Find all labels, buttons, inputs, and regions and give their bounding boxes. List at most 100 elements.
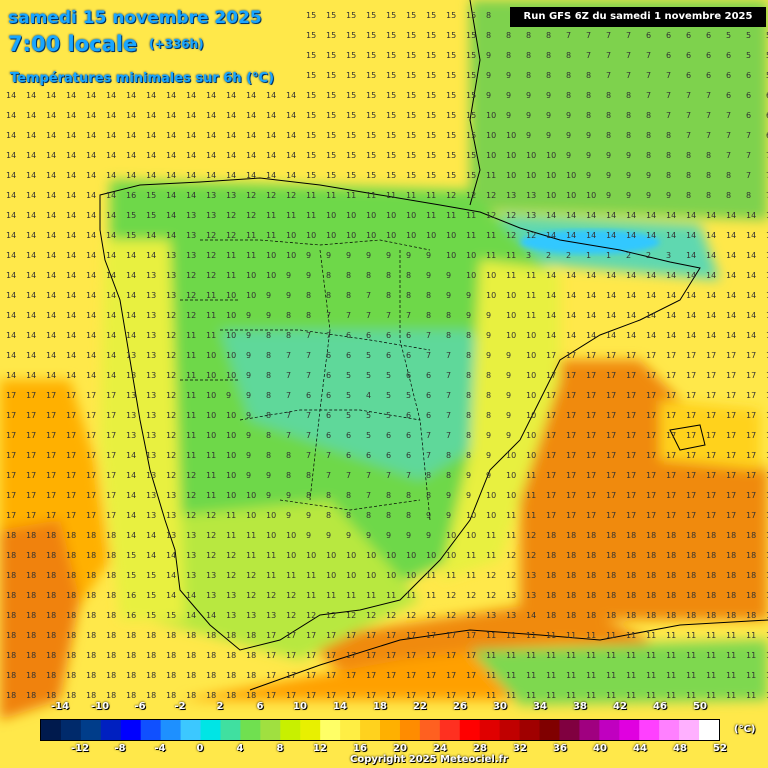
grid-value: 14 — [626, 291, 636, 300]
grid-value: 15 — [426, 131, 436, 140]
grid-value: 18 — [146, 651, 156, 660]
grid-value: 17 — [586, 431, 596, 440]
grid-value: 15 — [466, 171, 476, 180]
grid-value: 17 — [406, 631, 416, 640]
grid-value: 17 — [646, 371, 656, 380]
grid-value: 15 — [126, 551, 136, 560]
grid-value: 17 — [546, 431, 556, 440]
grid-value: 15 — [426, 151, 436, 160]
grid-value: 11 — [526, 291, 536, 300]
grid-value: 9 — [286, 271, 291, 280]
grid-value: 6 — [666, 51, 671, 60]
grid-value: 10 — [526, 351, 536, 360]
grid-value: 9 — [506, 431, 511, 440]
grid-value: 17 — [726, 351, 736, 360]
grid-value: 18 — [546, 531, 556, 540]
grid-value: 2 — [646, 251, 651, 260]
grid-value: 6 — [726, 51, 731, 60]
grid-value: 9 — [466, 491, 471, 500]
legend-tick-label: 22 — [413, 701, 427, 712]
grid-value: 10 — [306, 231, 316, 240]
grid-value: 18 — [666, 571, 676, 580]
grid-value: 13 — [126, 371, 136, 380]
grid-value: 18 — [566, 611, 576, 620]
grid-value: 14 — [206, 171, 216, 180]
grid-value: 18 — [666, 591, 676, 600]
grid-value: 11 — [266, 571, 276, 580]
grid-value: 5 — [766, 31, 768, 40]
grid-value: 14 — [126, 451, 136, 460]
grid-value: 17 — [346, 671, 356, 680]
legend-tick-label: 38 — [573, 701, 587, 712]
grid-value: 17 — [6, 511, 16, 520]
grid-value: 11 — [506, 651, 516, 660]
grid-value: 17 — [366, 671, 376, 680]
grid-value: 15 — [326, 171, 336, 180]
grid-value: 7 — [446, 391, 451, 400]
grid-value: 17 — [766, 411, 768, 420]
grid-value: 11 — [566, 671, 576, 680]
grid-value: 9 — [566, 111, 571, 120]
grid-value: 10 — [286, 531, 296, 540]
grid-value: 18 — [726, 531, 736, 540]
grid-value: 17 — [346, 651, 356, 660]
grid-value: 6 — [326, 431, 331, 440]
grid-value: 10 — [366, 551, 376, 560]
grid-value: 17 — [366, 691, 376, 700]
grid-value: 17 — [666, 371, 676, 380]
grid-value: 14 — [626, 211, 636, 220]
grid-value: 10 — [266, 511, 276, 520]
grid-value: 11 — [206, 451, 216, 460]
grid-value: 15 — [446, 151, 456, 160]
grid-value: 8 — [626, 111, 631, 120]
grid-value: 9 — [486, 71, 491, 80]
grid-value: 18 — [586, 571, 596, 580]
grid-value: 14 — [26, 91, 36, 100]
grid-value: 9 — [666, 191, 671, 200]
legend-swatch — [679, 720, 700, 740]
grid-value: 8 — [586, 91, 591, 100]
legend-swatch — [180, 720, 202, 740]
grid-value: 12 — [266, 191, 276, 200]
grid-value: 10 — [546, 191, 556, 200]
grid-value: 15 — [446, 131, 456, 140]
grid-value: 10 — [366, 211, 376, 220]
grid-value: 14 — [266, 131, 276, 140]
grid-value: 11 — [246, 531, 256, 540]
grid-value: 14 — [646, 271, 656, 280]
grid-value: 17 — [626, 371, 636, 380]
grid-value: 14 — [126, 131, 136, 140]
grid-value: 17 — [666, 491, 676, 500]
grid-value: 15 — [326, 111, 336, 120]
grid-value: 5 — [766, 51, 768, 60]
grid-value: 6 — [426, 391, 431, 400]
grid-value: 13 — [266, 611, 276, 620]
grid-value: 11 — [246, 231, 256, 240]
grid-value: 9 — [426, 531, 431, 540]
grid-value: 18 — [126, 651, 136, 660]
grid-value: 15 — [406, 91, 416, 100]
grid-value: 14 — [66, 251, 76, 260]
grid-value: 14 — [6, 231, 16, 240]
grid-value: 16 — [126, 591, 136, 600]
grid-value: 17 — [766, 431, 768, 440]
grid-value: 10 — [466, 251, 476, 260]
grid-value: 14 — [706, 311, 716, 320]
grid-value: 15 — [446, 11, 456, 20]
grid-value: 17 — [26, 391, 36, 400]
grid-value: 17 — [706, 471, 716, 480]
grid-value: 14 — [6, 291, 16, 300]
grid-value: 17 — [546, 491, 556, 500]
grid-value: 14 — [46, 231, 56, 240]
grid-value: 7 — [726, 131, 731, 140]
grid-value: 14 — [46, 211, 56, 220]
grid-value: 15 — [306, 91, 316, 100]
grid-value: 7 — [326, 311, 331, 320]
grid-value: 18 — [746, 571, 756, 580]
grid-value: 14 — [526, 611, 536, 620]
grid-value: 15 — [386, 151, 396, 160]
grid-value: 17 — [646, 511, 656, 520]
grid-value: 14 — [86, 371, 96, 380]
grid-value: 8 — [706, 171, 711, 180]
grid-value: 18 — [106, 691, 116, 700]
